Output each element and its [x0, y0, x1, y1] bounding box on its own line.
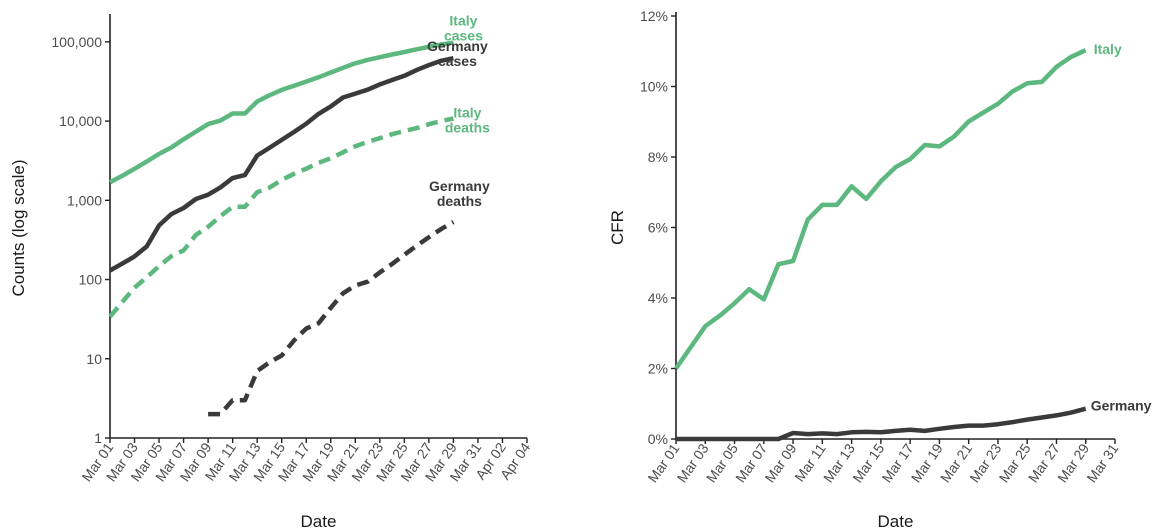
y-tick-label: 10,000	[59, 113, 102, 129]
series-label-italy-deaths: deaths	[445, 119, 490, 135]
series-line-italy	[674, 48, 1087, 370]
x-axis-title: Date	[301, 512, 337, 531]
series-label-germany-cases: Germany	[427, 38, 488, 54]
series-label-germany-deaths: deaths	[437, 193, 482, 209]
series-label-germany-cases: cases	[438, 53, 477, 69]
y-axis-title: Counts (log scale)	[9, 159, 28, 296]
series-line-germany	[676, 406, 1087, 442]
series-line-germany-cases	[108, 55, 454, 273]
y-tick-label: 100	[79, 272, 103, 288]
series-label-italy-cases: Italy	[449, 13, 477, 29]
y-tick-label: 0%	[648, 431, 668, 447]
y-tick-label: 6%	[648, 220, 668, 236]
x-tick-label: Mar 31	[1083, 440, 1121, 485]
y-tick-label: 12%	[640, 8, 668, 24]
y-tick-label: 100,000	[51, 34, 102, 50]
series-label-italy-deaths: Italy	[453, 104, 481, 120]
series-label-italy: Italy	[1094, 41, 1122, 57]
series-italy: Italy	[674, 41, 1122, 370]
series-label-germany-deaths: Germany	[429, 178, 490, 194]
x-axis-title: Date	[878, 512, 914, 531]
series-germany: Germany	[676, 398, 1152, 442]
y-tick-label: 10%	[640, 79, 668, 95]
y-axis-title: CFR	[608, 210, 627, 245]
y-tick-label: 1,000	[67, 192, 102, 208]
series-line-italy-cases	[108, 40, 454, 185]
series-label-germany: Germany	[1091, 398, 1152, 414]
series-line-italy-deaths	[108, 116, 454, 319]
x-tick-label: Mar 09	[761, 440, 799, 485]
y-tick-label: 1	[94, 430, 102, 446]
y-tick-label: 8%	[648, 149, 668, 165]
series-line-germany-deaths	[208, 220, 455, 417]
series-label-italy-cases: cases	[444, 28, 483, 44]
y-tick-label: 10	[86, 351, 102, 367]
y-tick-label: 4%	[648, 290, 668, 306]
y-tick-label: 2%	[648, 361, 668, 377]
